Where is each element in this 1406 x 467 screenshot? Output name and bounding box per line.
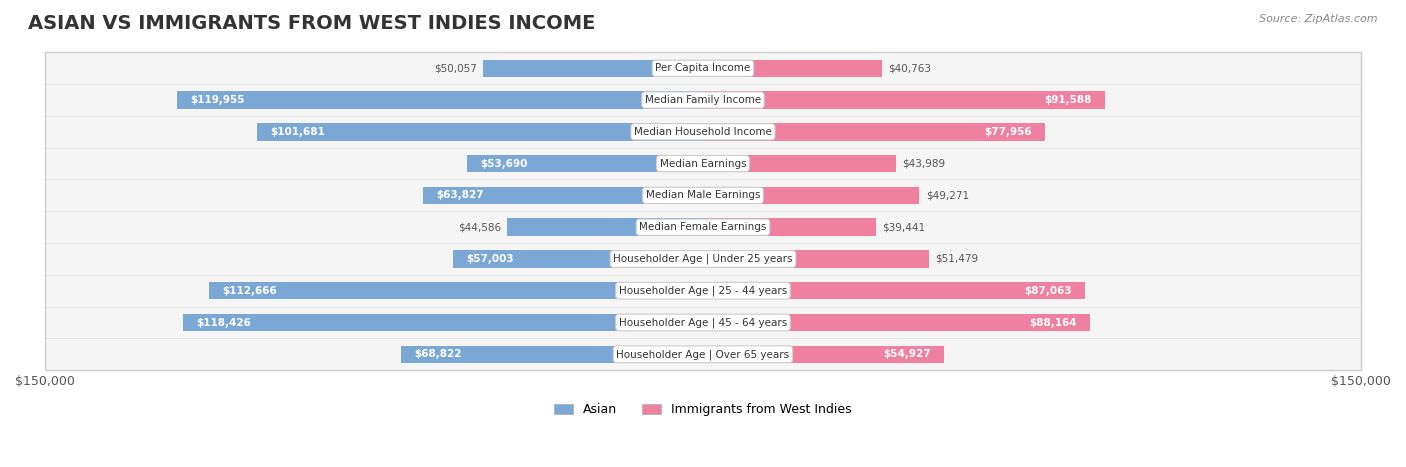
Text: Median Male Earnings: Median Male Earnings <box>645 191 761 200</box>
Bar <box>703 123 1045 141</box>
Bar <box>703 155 896 172</box>
Bar <box>508 219 703 236</box>
Text: Householder Age | Under 25 years: Householder Age | Under 25 years <box>613 254 793 264</box>
Text: $40,763: $40,763 <box>889 63 931 73</box>
Bar <box>401 346 703 363</box>
Bar <box>703 314 1090 331</box>
FancyBboxPatch shape <box>45 211 1361 243</box>
Text: $43,989: $43,989 <box>903 159 946 169</box>
Text: $50,057: $50,057 <box>434 63 477 73</box>
Text: $68,822: $68,822 <box>415 349 461 359</box>
FancyBboxPatch shape <box>45 307 1361 339</box>
Bar <box>453 250 703 268</box>
Text: $77,956: $77,956 <box>984 127 1032 137</box>
Text: $112,666: $112,666 <box>222 286 277 296</box>
Bar <box>703 91 1105 109</box>
Bar <box>423 187 703 204</box>
Text: $44,586: $44,586 <box>458 222 501 232</box>
Bar <box>467 155 703 172</box>
Legend: Asian, Immigrants from West Indies: Asian, Immigrants from West Indies <box>550 398 856 421</box>
Bar <box>703 219 876 236</box>
Bar <box>703 250 929 268</box>
Text: $91,588: $91,588 <box>1045 95 1091 105</box>
Bar <box>703 187 920 204</box>
FancyBboxPatch shape <box>45 116 1361 148</box>
Text: Householder Age | Over 65 years: Householder Age | Over 65 years <box>616 349 790 360</box>
Text: $118,426: $118,426 <box>197 318 252 327</box>
FancyBboxPatch shape <box>45 339 1361 370</box>
Text: $63,827: $63,827 <box>436 191 484 200</box>
FancyBboxPatch shape <box>45 243 1361 275</box>
Text: $49,271: $49,271 <box>925 191 969 200</box>
FancyBboxPatch shape <box>45 84 1361 116</box>
Text: $101,681: $101,681 <box>270 127 325 137</box>
FancyBboxPatch shape <box>45 52 1361 84</box>
FancyBboxPatch shape <box>45 179 1361 211</box>
Text: $54,927: $54,927 <box>883 349 931 359</box>
FancyBboxPatch shape <box>45 275 1361 307</box>
FancyBboxPatch shape <box>45 148 1361 179</box>
Text: $53,690: $53,690 <box>481 159 529 169</box>
Bar <box>208 282 703 299</box>
Bar <box>703 282 1085 299</box>
Text: $57,003: $57,003 <box>465 254 513 264</box>
Text: Median Female Earnings: Median Female Earnings <box>640 222 766 232</box>
Text: $39,441: $39,441 <box>883 222 925 232</box>
Bar <box>484 59 703 77</box>
Text: ASIAN VS IMMIGRANTS FROM WEST INDIES INCOME: ASIAN VS IMMIGRANTS FROM WEST INDIES INC… <box>28 14 596 33</box>
Text: Median Family Income: Median Family Income <box>645 95 761 105</box>
Bar <box>183 314 703 331</box>
Text: $87,063: $87,063 <box>1024 286 1071 296</box>
Text: Median Household Income: Median Household Income <box>634 127 772 137</box>
Bar <box>257 123 703 141</box>
Text: $119,955: $119,955 <box>190 95 245 105</box>
Text: Householder Age | 25 - 44 years: Householder Age | 25 - 44 years <box>619 285 787 296</box>
Text: Source: ZipAtlas.com: Source: ZipAtlas.com <box>1260 14 1378 24</box>
Text: Householder Age | 45 - 64 years: Householder Age | 45 - 64 years <box>619 317 787 328</box>
Text: $88,164: $88,164 <box>1029 318 1077 327</box>
Bar <box>703 59 882 77</box>
Text: Median Earnings: Median Earnings <box>659 159 747 169</box>
Bar <box>177 91 703 109</box>
Text: Per Capita Income: Per Capita Income <box>655 63 751 73</box>
Text: $51,479: $51,479 <box>935 254 979 264</box>
Bar <box>703 346 943 363</box>
